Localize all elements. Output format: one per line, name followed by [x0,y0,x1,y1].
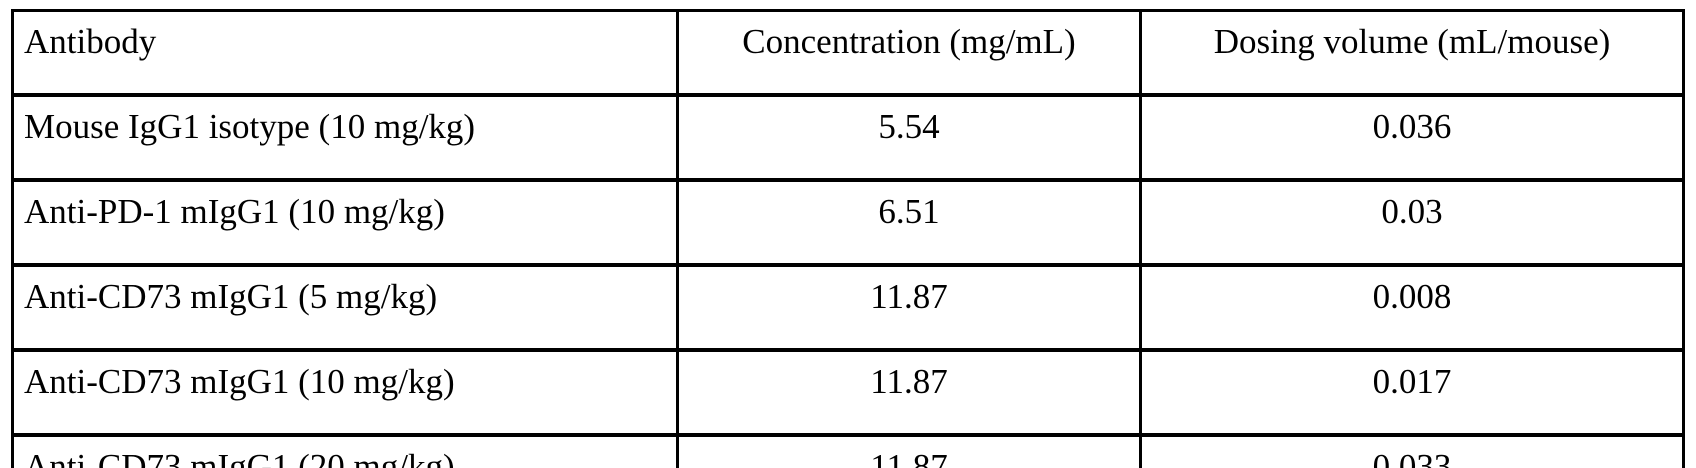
dosing-volume-cell: 0.033 [1139,433,1685,468]
concentration-cell: 11.87 [676,348,1142,437]
table-row: Anti-CD73 mIgG1 (10 mg/kg) 11.87 0.017 [11,348,1685,437]
antibody-cell: Anti-CD73 mIgG1 (10 mg/kg) [11,348,679,437]
column-header-concentration: Concentration (mg/mL) [676,9,1142,97]
dosing-volume-cell: 0.008 [1139,263,1685,352]
concentration-cell: 11.87 [676,263,1142,352]
table-row: Anti-CD73 mIgG1 (20 mg/kg) 11.87 0.033 [11,433,1685,468]
concentration-cell: 6.51 [676,178,1142,267]
concentration-cell: 5.54 [676,93,1142,182]
column-header-dosing-volume: Dosing volume (mL/mouse) [1139,9,1685,97]
dosing-volume-cell: 0.017 [1139,348,1685,437]
table-row: Anti-PD-1 mIgG1 (10 mg/kg) 6.51 0.03 [11,178,1685,267]
concentration-cell: 11.87 [676,433,1142,468]
dosing-volume-cell: 0.036 [1139,93,1685,182]
antibody-dosing-table: Antibody Concentration (mg/mL) Dosing vo… [11,9,1685,468]
table-row: Anti-CD73 mIgG1 (5 mg/kg) 11.87 0.008 [11,263,1685,352]
column-header-antibody: Antibody [11,9,679,97]
table-header-row: Antibody Concentration (mg/mL) Dosing vo… [11,9,1685,97]
antibody-cell: Anti-CD73 mIgG1 (20 mg/kg) [11,433,679,468]
dosing-volume-cell: 0.03 [1139,178,1685,267]
antibody-cell: Anti-CD73 mIgG1 (5 mg/kg) [11,263,679,352]
antibody-cell: Anti-PD-1 mIgG1 (10 mg/kg) [11,178,679,267]
antibody-cell: Mouse IgG1 isotype (10 mg/kg) [11,93,679,182]
table-row: Mouse IgG1 isotype (10 mg/kg) 5.54 0.036 [11,93,1685,182]
